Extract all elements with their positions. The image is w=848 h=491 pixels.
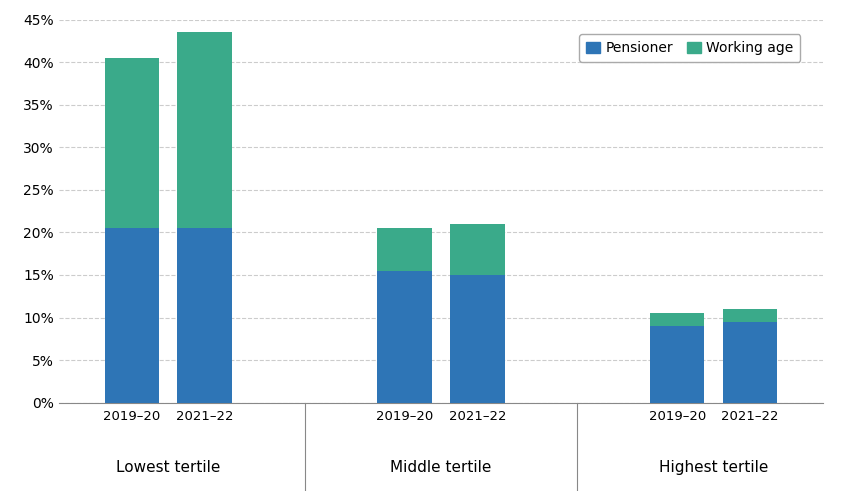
Bar — [177, 32, 232, 228]
Bar — [650, 313, 705, 326]
Bar — [722, 309, 777, 322]
Bar — [450, 275, 505, 403]
Bar — [177, 228, 232, 403]
Bar — [450, 224, 505, 275]
Bar — [377, 228, 432, 271]
Bar — [722, 322, 777, 403]
Bar — [377, 271, 432, 403]
Bar — [105, 58, 159, 228]
Bar — [650, 326, 705, 403]
Bar — [105, 228, 159, 403]
Legend: Pensioner, Working age: Pensioner, Working age — [579, 34, 801, 62]
